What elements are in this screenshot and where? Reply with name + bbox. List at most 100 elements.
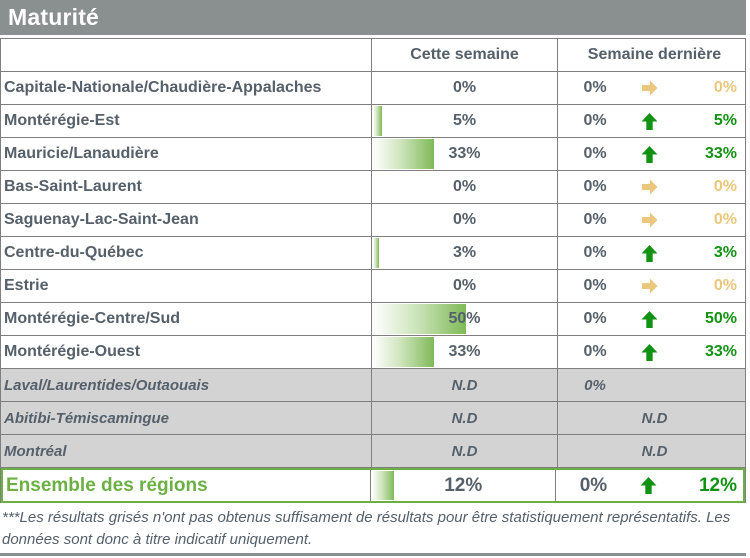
this-week-value: 5% <box>452 112 477 129</box>
trend-up-icon <box>641 343 658 361</box>
progress-bar <box>373 337 435 367</box>
this-week-value: N.D <box>451 442 478 460</box>
region-cell: Abitibi-Témiscamingue <box>1 402 372 434</box>
last-week-cell: 0% 33% <box>558 336 745 368</box>
this-week-value: N.D <box>451 409 478 427</box>
change-value: 5% <box>713 112 737 129</box>
region-cell: Capitale-Nationale/Chaudière-Appalaches <box>1 72 372 104</box>
region-cell: Estrie <box>1 270 372 302</box>
table-row: Mauricie/Lanaudière 33% 0% 33% <box>1 138 745 171</box>
trend-icon <box>641 179 659 195</box>
trend-icon <box>641 244 658 262</box>
region-cell: Montérégie-Centre/Sud <box>1 303 372 335</box>
region-header-cell <box>1 39 372 71</box>
table-row: Montérégie-Centre/Sud 50% 0% 50% <box>1 303 745 336</box>
this-week-value: 0% <box>452 277 477 294</box>
region-label: Abitibi-Témiscamingue <box>4 409 170 427</box>
trend-icon <box>641 112 658 130</box>
last-week-value: 0% <box>583 112 607 129</box>
last-week-value: 0% <box>583 310 607 327</box>
table-row: Montréal N.D N.D <box>1 435 745 468</box>
region-cell: Saguenay-Lac-Saint-Jean <box>1 204 372 236</box>
last-week-value: 0% <box>583 178 607 195</box>
table-body: Capitale-Nationale/Chaudière-Appalaches … <box>1 72 745 503</box>
region-cell: Bas-Saint-Laurent <box>1 171 372 203</box>
last-week-cell: N.D <box>558 435 745 467</box>
progress-bar <box>373 139 435 169</box>
region-label: Montréal <box>4 442 67 460</box>
trend-up-icon <box>640 477 657 494</box>
last-week-value: 0% <box>583 211 607 228</box>
region-cell: Montérégie-Est <box>1 105 372 137</box>
trend-up-icon <box>641 310 658 328</box>
this-week-cell: 5% <box>372 105 558 137</box>
this-week-cell: 3% <box>372 237 558 269</box>
this-week-cell: 12% <box>371 470 557 501</box>
table-row: Saguenay-Lac-Saint-Jean 0% 0% 0% <box>1 204 745 237</box>
last-week-cell: 0% 3% <box>558 237 745 269</box>
trend-flat-icon <box>641 212 657 228</box>
table-row: Centre-du-Québec 3% 0% 3% <box>1 237 745 270</box>
this-week-value: 12% <box>444 474 483 496</box>
last-week-cell: 0% 0% <box>558 270 745 302</box>
region-label: Ensemble des régions <box>6 474 208 496</box>
trend-flat-icon <box>641 278 657 294</box>
trend-icon <box>640 477 657 494</box>
this-week-value: N.D <box>451 376 478 394</box>
last-week-cell: 0% 5% <box>558 105 745 137</box>
last-week-cell: 0% 12% <box>556 470 743 501</box>
table-row: Abitibi-Témiscamingue N.D N.D <box>1 402 745 435</box>
table-row: Capitale-Nationale/Chaudière-Appalaches … <box>1 72 745 105</box>
progress-bar <box>373 238 379 268</box>
region-label: Capitale-Nationale/Chaudière-Appalaches <box>4 79 322 96</box>
this-week-value: 50% <box>448 310 481 327</box>
this-week-cell: N.D <box>372 402 558 434</box>
this-week-cell: 0% <box>372 204 558 236</box>
this-week-value: 33% <box>448 343 481 360</box>
this-week-cell: 50% <box>372 303 558 335</box>
region-cell: Ensemble des régions <box>3 470 371 501</box>
trend-icon <box>641 212 659 228</box>
last-week-value: 0% <box>583 244 607 261</box>
last-week-value: 0% <box>579 474 608 496</box>
progress-bar <box>371 471 395 500</box>
this-week-cell: 33% <box>372 336 558 368</box>
region-cell: Centre-du-Québec <box>1 237 372 269</box>
change-value: 0% <box>713 211 737 228</box>
region-label: Saguenay-Lac-Saint-Jean <box>4 211 199 228</box>
this-week-value: 0% <box>452 79 477 96</box>
trend-icon <box>641 343 658 361</box>
column-header-this-week: Cette semaine <box>372 39 558 71</box>
region-label: Montérégie-Est <box>4 112 120 129</box>
maturity-table: Cette semaine Semaine dernière Capitale-… <box>0 38 746 503</box>
change-value: 50% <box>704 310 737 327</box>
trend-icon <box>641 80 659 96</box>
change-value: 12% <box>698 474 737 496</box>
last-week-cell: 0% 33% <box>558 138 745 170</box>
trend-up-icon <box>641 145 658 163</box>
table-row: Montérégie-Ouest 33% 0% 33% <box>1 336 745 369</box>
trend-flat-icon <box>641 179 657 195</box>
last-week-value: 0% <box>583 343 607 360</box>
last-week-value: 0% <box>584 376 606 394</box>
region-cell: Mauricie/Lanaudière <box>1 138 372 170</box>
this-week-value: 33% <box>448 145 481 162</box>
region-label: Montérégie-Ouest <box>4 343 141 360</box>
region-cell: Laval/Laurentides/Outaouais <box>1 369 372 401</box>
report-title: Maturité <box>0 0 746 35</box>
last-week-cell: 0% 0% <box>558 171 745 203</box>
region-label: Montérégie-Centre/Sud <box>4 310 181 327</box>
table-row: Bas-Saint-Laurent 0% 0% 0% <box>1 171 745 204</box>
last-week-value: 0% <box>583 277 607 294</box>
footnote: ***Les résultats grisés n'ont pas obtenu… <box>2 509 731 548</box>
last-week-value: 0% <box>583 79 607 96</box>
this-week-value: 0% <box>452 211 477 228</box>
this-week-value: 0% <box>452 178 477 195</box>
change-value: 0% <box>713 178 737 195</box>
change-value: 33% <box>704 343 737 360</box>
region-cell: Montréal <box>1 435 372 467</box>
region-cell: Montérégie-Ouest <box>1 336 372 368</box>
region-label: Mauricie/Lanaudière <box>4 145 159 162</box>
this-week-cell: 0% <box>372 72 558 104</box>
